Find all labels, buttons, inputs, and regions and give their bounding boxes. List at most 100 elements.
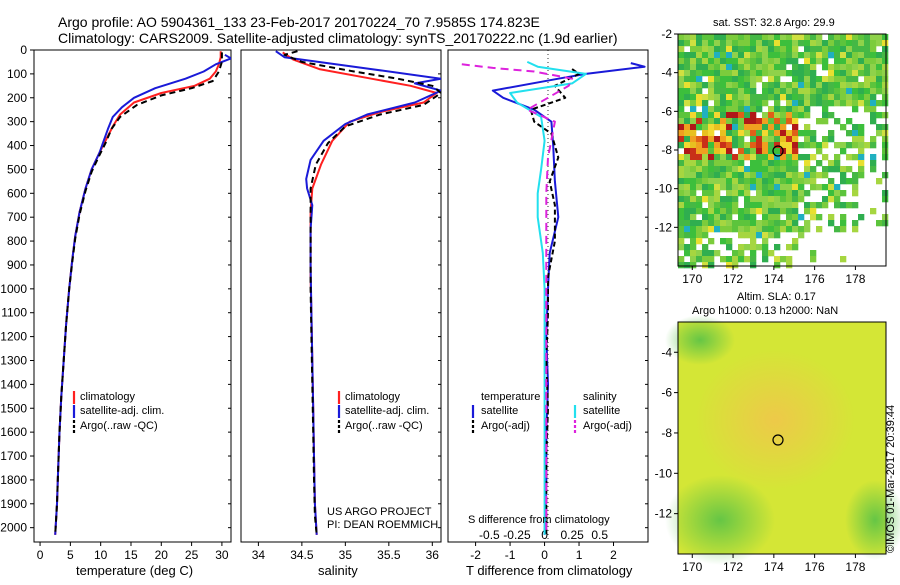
sst-cell [768,70,775,77]
sst-cell [708,64,715,71]
sst-cell [678,142,685,149]
sst-cell [726,136,733,143]
map-x-tick-label: 176 [805,272,825,286]
sst-cell [840,88,847,95]
sst-cell [798,196,805,203]
sst-cell [852,220,859,227]
sla-map-axes: 170 172 174 176 178 -4 -6 -8 -10 -12 [655,345,866,574]
sst-cell [768,82,775,89]
sst-cell [732,166,739,173]
sst-cell [714,154,721,161]
sst-cell [696,238,703,245]
sst-cell [840,166,847,173]
sst-cell [852,172,859,179]
sst-cell [708,160,715,167]
sst-cell [828,130,835,137]
sst-cell [846,130,853,137]
sst-cell [834,202,841,209]
sst-cell [696,64,703,71]
sst-cell [726,256,733,263]
sst-cell [828,112,835,119]
sst-cell [708,82,715,89]
sst-cell [768,52,775,59]
legend-label-climatology-2: climatology [345,391,401,403]
depth-tick-label: 1700 [0,449,27,463]
sst-cell [780,190,787,197]
sst-cell [834,226,841,233]
sst-cell [738,160,745,167]
sst-cell [786,34,793,41]
sst-cell [870,88,877,95]
sst-cell [816,34,823,41]
map-y-tick-label: -4 [661,66,672,80]
sst-cell [786,52,793,59]
sst-cell [846,202,853,209]
sst-cell [786,106,793,113]
sst-cell [768,208,775,215]
sst-cell [678,34,685,41]
sst-cell [876,100,883,107]
map-x-tick-label: 174 [764,560,784,574]
depth-tick-label: 400 [7,139,27,153]
sst-cell [852,52,859,59]
sst-cell [816,100,823,107]
sst-cell [864,82,871,89]
sst-cell [870,118,877,125]
sst-cell [744,148,751,155]
sst-cell [726,262,733,269]
sst-cell [726,94,733,101]
sst-cell [822,88,829,95]
sst-cell [774,232,781,239]
sst-cell [684,208,691,215]
sst-cell [828,160,835,167]
sst-cell [822,46,829,53]
sst-cell [792,100,799,107]
sst-cell [720,106,727,113]
sst-cell [810,250,817,257]
sst-cell [822,142,829,149]
sst-cell [750,178,757,185]
sst-cell [834,100,841,107]
sst-cell [774,160,781,167]
sst-cell [756,46,763,53]
sst-cell [690,172,697,179]
legend-label-argo-2: Argo(..raw -QC) [345,420,423,432]
sst-cell [684,40,691,47]
sst-cell [846,94,853,101]
sst-cell [822,100,829,107]
sst-cell [780,166,787,173]
x-tick-label: 20 [155,548,169,562]
sst-cell [792,226,799,233]
sst-cell [696,142,703,149]
sst-cell [864,58,871,65]
sst-cell [822,94,829,101]
sst-cell [744,82,751,89]
sst-cell [714,196,721,203]
sst-cell [738,142,745,149]
sst-cell [684,262,691,269]
sst-cell [726,82,733,89]
sst-cell [786,142,793,149]
sst-cell [738,112,745,119]
sst-cell [708,166,715,173]
sst-cell [738,244,745,251]
sst-cell [768,34,775,41]
sst-cell [774,178,781,185]
map-y-tick-label: -8 [661,426,672,440]
sst-cell [792,118,799,125]
legend-label-satellite-2: satellite-adj. clim. [345,405,430,417]
sst-cell [774,214,781,221]
sst-cell [804,154,811,161]
sst-cell [690,202,697,209]
depth-tick-label: 2000 [0,521,27,535]
sst-cell [696,94,703,101]
sst-cell [882,190,889,197]
sst-cell [690,166,697,173]
sst-cell [708,208,715,215]
sst-cell [852,130,859,137]
sst-cell [828,214,835,221]
sst-cell [690,238,697,245]
sla-low-region-1 [665,475,775,565]
sst-cell [696,196,703,203]
sst-cell [678,220,685,227]
